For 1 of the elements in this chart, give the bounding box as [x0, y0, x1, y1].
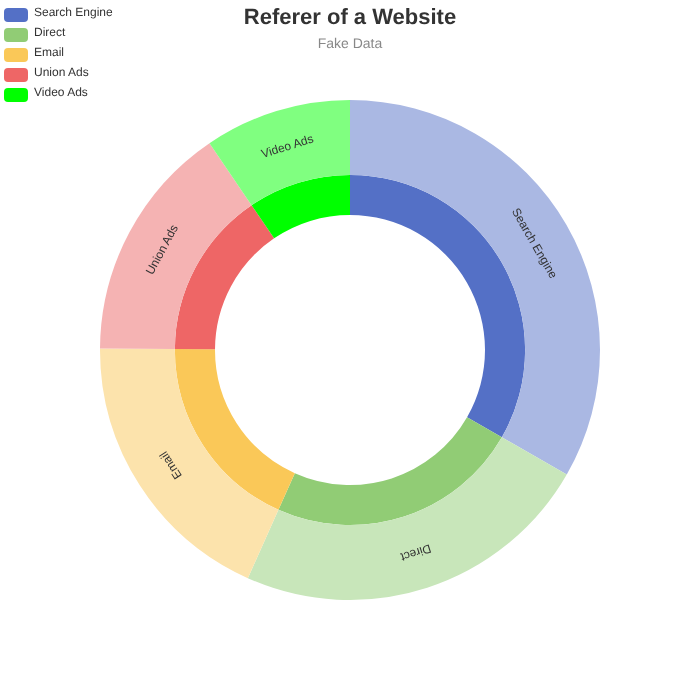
chart-title: Referer of a Website: [243, 6, 457, 30]
